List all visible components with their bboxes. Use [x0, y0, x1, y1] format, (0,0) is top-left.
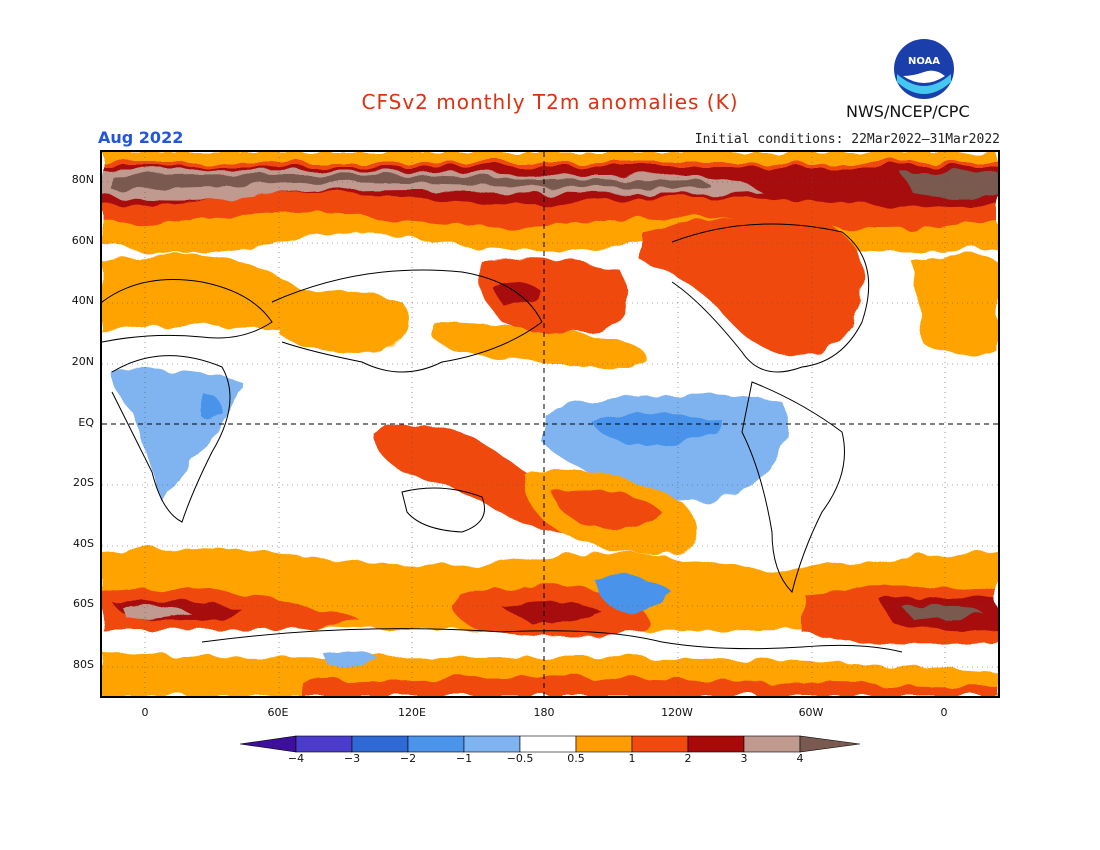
- coastlines: [102, 223, 903, 653]
- arctic-extreme-band-east: [902, 170, 998, 197]
- africa-cold-core: [202, 391, 222, 421]
- anomaly-map: [100, 150, 1000, 698]
- lat-label: 20S: [73, 476, 94, 489]
- west-asia-warm: [272, 288, 409, 353]
- colorbar-arrow-right: [799, 735, 860, 753]
- colorbar-segment: [407, 735, 465, 753]
- antarctic-cold-patch: [322, 650, 382, 667]
- colorbar-tick-label: −0.5: [506, 752, 534, 765]
- lat-label: 40N: [71, 294, 94, 307]
- eq-pacific-cold-core: [592, 413, 722, 444]
- southern-ocean-max-atl: [902, 604, 982, 620]
- colorbar-tick-label: 4: [796, 752, 804, 765]
- antarctic-red-band: [302, 677, 998, 696]
- nw-pacific-orange: [430, 322, 645, 367]
- colorbar-tick-label: 3: [740, 752, 748, 765]
- colorbar-arrow-left: [240, 735, 297, 753]
- southern-ocean-darkred-pac: [502, 600, 602, 625]
- south-pacific-cold: [592, 576, 672, 612]
- southern-ocean-max: [122, 605, 192, 621]
- lon-label: 180: [533, 706, 555, 719]
- lon-label: 0: [940, 706, 948, 719]
- colorbar-segment: [687, 735, 745, 753]
- east-atlantic-warm: [912, 254, 998, 356]
- lon-label: 120E: [398, 706, 426, 719]
- colorbar-segment: [295, 735, 353, 753]
- lon-label: 60E: [267, 706, 289, 719]
- map-title: CFSv2 monthly T2m anomalies (K): [361, 90, 739, 114]
- lon-label: 60W: [798, 706, 824, 719]
- initial-conditions-label: Initial conditions: 22Mar2022–31Mar2022: [694, 132, 1000, 147]
- lon-label: 120W: [661, 706, 693, 719]
- noaa-logo-icon: NOAA: [894, 39, 954, 99]
- colorbar-tick-label: −4: [287, 752, 305, 765]
- color-bar: [240, 735, 860, 753]
- south-pacific-core: [552, 489, 662, 528]
- north-america-warm: [642, 218, 864, 357]
- colorbar-tick-label: 2: [684, 752, 692, 765]
- colorbar-tick-label: −3: [343, 752, 361, 765]
- lat-label: 80N: [71, 173, 94, 186]
- lat-label: 20N: [71, 355, 94, 368]
- colorbar-tick-label: 0.5: [567, 752, 585, 765]
- lat-label: 60S: [73, 597, 94, 610]
- lat-label: 40S: [73, 537, 94, 550]
- lat-label: 80S: [73, 658, 94, 671]
- graticule: [102, 152, 998, 696]
- colorbar-segment: [743, 735, 801, 753]
- colorbar-segment: [519, 735, 577, 753]
- lon-label: 0: [141, 706, 149, 719]
- colorbar-tick-label: −1: [455, 752, 473, 765]
- north-pacific-warm: [479, 258, 629, 336]
- arctic-extreme-band: [112, 173, 709, 190]
- anomaly-field-svg: [102, 152, 998, 696]
- lat-label: 60N: [71, 234, 94, 247]
- valid-month-label: Aug 2022: [98, 128, 184, 147]
- colorbar-segment: [631, 735, 689, 753]
- africa-cold: [112, 368, 242, 502]
- colorbar-tick-label: 1: [628, 752, 636, 765]
- colorbar-tick-label: −2: [399, 752, 417, 765]
- colorbar-segment: [575, 735, 633, 753]
- colorbar-segment: [463, 735, 521, 753]
- svg-text:NOAA: NOAA: [908, 56, 940, 67]
- colorbar-segment: [351, 735, 409, 753]
- agency-label: NWS/NCEP/CPC: [846, 102, 970, 121]
- lat-label: EQ: [78, 416, 94, 429]
- north-pacific-core: [492, 283, 542, 305]
